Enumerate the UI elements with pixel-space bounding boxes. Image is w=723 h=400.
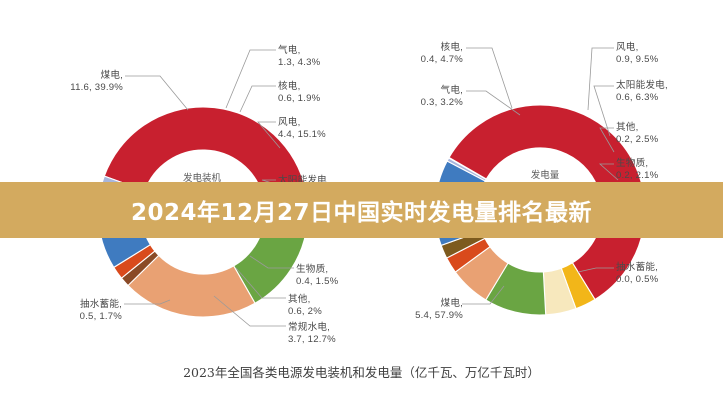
left-label-hydro-value: 3.7, 12.7%: [288, 334, 336, 346]
right-label-wind-name: 风电,: [616, 42, 639, 53]
left-label-gas-value: 1.3, 4.3%: [278, 57, 321, 69]
left-label-biomass: 生物质, 0.4, 1.5%: [296, 264, 338, 288]
left-label-nuclear: 核电, 0.6, 1.9%: [278, 81, 320, 105]
overlay-banner-headline: 2024年12月27日中国实时发电量排名最新: [130, 200, 593, 226]
right-label-pumped: 抽水蓄能, 0.0, 0.5%: [616, 262, 658, 286]
right-label-biomass-name: 生物质,: [616, 158, 649, 169]
left-label-other-value: 0.6, 2%: [288, 306, 322, 318]
left-label-pumped-name: 抽水蓄能,: [79, 299, 122, 310]
donut-slice: [448, 104, 646, 301]
left-label-hydro-name: 常规水电,: [288, 322, 331, 333]
left-label-coal-value: 11.6, 39.9%: [70, 82, 123, 94]
right-label-pumped-name: 抽水蓄能,: [616, 262, 659, 273]
left-label-wind-name: 风电,: [278, 117, 301, 128]
right-label-wind-value: 0.9, 9.5%: [616, 54, 659, 66]
right-label-coal-name: 煤电,: [440, 298, 463, 309]
left-label-hydro: 常规水电, 3.7, 12.7%: [288, 322, 336, 346]
left-label-biomass-name: 生物质,: [296, 264, 329, 275]
right-label-coal: 煤电, 5.4, 57.9%: [370, 298, 463, 322]
left-label-other-name: 其他,: [288, 294, 311, 305]
right-label-solar-name: 太阳能发电,: [616, 80, 668, 91]
left-label-coal: 煤电, 11.6, 39.9%: [0, 70, 123, 94]
left-chart-center-title: 发电装机: [182, 173, 221, 184]
left-label-gas: 气电, 1.3, 4.3%: [278, 45, 320, 69]
right-label-nuclear-name: 核电,: [440, 42, 463, 53]
right-label-nuclear-value: 0.4, 4.7%: [420, 54, 463, 66]
right-label-coal-value: 5.4, 57.9%: [415, 310, 463, 322]
right-label-other-name: 其他,: [616, 122, 639, 133]
right-label-solar-value: 0.6, 6.3%: [616, 92, 659, 104]
right-label-other: 其他, 0.2, 2.5%: [616, 122, 658, 146]
left-label-nuclear-value: 0.6, 1.9%: [278, 93, 321, 105]
right-label-biomass: 生物质, 0.2, 2.1%: [616, 158, 658, 182]
figure-caption: 2023年全国各类电源发电装机和发电量（亿千瓦、万亿千瓦时）: [183, 365, 540, 380]
right-label-wind: 风电, 0.9, 9.5%: [616, 42, 658, 66]
right-label-solar: 太阳能发电, 0.6, 6.3%: [616, 80, 668, 104]
left-label-pumped: 抽水蓄能, 0.5, 1.7%: [0, 299, 122, 323]
left-label-nuclear-name: 核电,: [278, 81, 301, 92]
right-label-nuclear: 核电, 0.4, 4.7%: [370, 42, 463, 66]
right-label-gas-name: 气电,: [440, 85, 463, 96]
donut-slice: [446, 157, 487, 182]
right-label-biomass-value: 0.2, 2.1%: [616, 170, 659, 182]
left-label-wind-value: 4.4, 15.1%: [278, 129, 326, 141]
right-label-other-value: 0.2, 2.5%: [616, 134, 659, 146]
left-label-gas-name: 气电,: [278, 45, 301, 56]
right-chart-center-title: 发电量: [530, 170, 560, 181]
left-label-coal-name: 煤电,: [100, 70, 123, 81]
left-label-solar-name: 太阳能发电,: [278, 175, 330, 186]
overlay-banner-background: [0, 182, 723, 238]
left-label-other: 其他, 0.6, 2%: [288, 294, 322, 318]
right-label-pumped-value: 0.0, 0.5%: [616, 274, 659, 286]
right-label-gas: 气电, 0.3, 3.2%: [370, 85, 463, 109]
donut-slice: [103, 106, 305, 196]
left-label-biomass-value: 0.4, 1.5%: [296, 276, 339, 288]
right-label-gas-value: 0.3, 3.2%: [420, 97, 463, 109]
left-label-pumped-value: 0.5, 1.7%: [79, 311, 122, 323]
left-label-wind: 风电, 4.4, 15.1%: [278, 117, 326, 141]
